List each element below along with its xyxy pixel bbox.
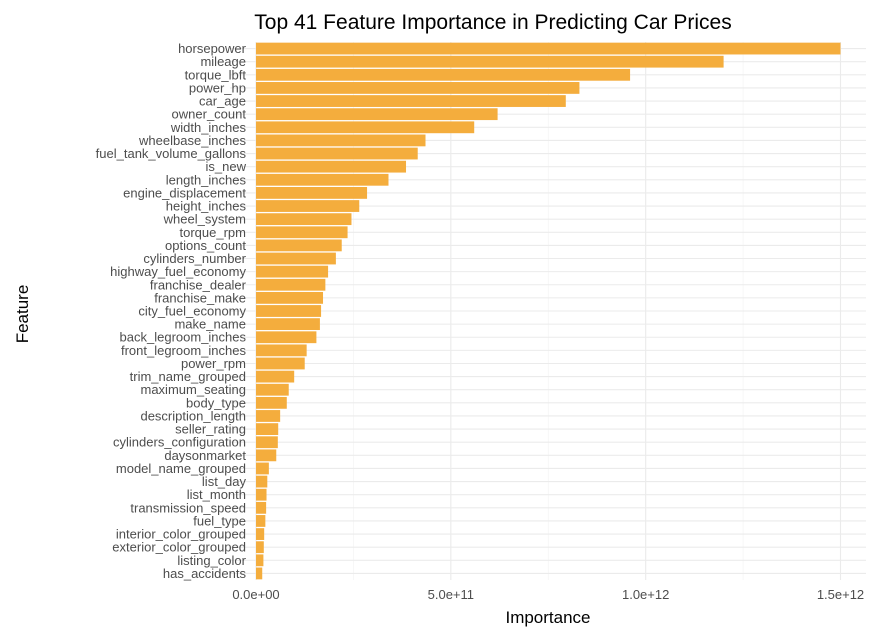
y-tick-label: interior_color_grouped	[116, 527, 246, 542]
bar	[256, 501, 267, 514]
y-tick-label: width_inches	[170, 120, 247, 135]
y-tick-label: power_rpm	[181, 356, 246, 371]
bar	[256, 55, 724, 68]
y-tick-label: daysonmarket	[164, 448, 246, 463]
bar	[256, 226, 348, 239]
y-tick-label: fuel_type	[193, 513, 246, 528]
y-tick-label: length_inches	[166, 172, 247, 187]
y-tick-label: back_legroom_inches	[120, 330, 247, 345]
y-tick-label: torque_lbft	[185, 67, 247, 82]
y-tick-label: franchise_make	[154, 290, 246, 305]
bar	[256, 567, 263, 580]
y-tick-label: seller_rating	[175, 422, 246, 437]
y-tick-label: fuel_tank_volume_gallons	[96, 146, 247, 161]
y-tick-label: transmission_speed	[130, 500, 246, 515]
bar	[256, 134, 426, 147]
y-tick-label: exterior_color_grouped	[112, 540, 246, 555]
y-tick-label: maximum_seating	[141, 382, 247, 397]
bar	[256, 108, 498, 121]
x-tick-label: 1.0e+12	[622, 587, 669, 602]
bar	[256, 68, 631, 81]
y-tick-labels: horsepowermileagetorque_lbftpower_hpcar_…	[96, 41, 247, 581]
bar	[256, 265, 329, 278]
bar	[256, 213, 352, 226]
y-tick-label: city_fuel_economy	[138, 304, 246, 319]
bar	[256, 95, 566, 107]
x-tick-label: 0.0e+00	[232, 587, 279, 602]
bar	[256, 383, 289, 396]
x-tick-label: 1.5e+12	[817, 587, 864, 602]
bar	[256, 42, 841, 55]
x-axis-title: Importance	[505, 608, 590, 627]
y-tick-label: description_length	[140, 408, 246, 423]
bar	[256, 370, 295, 383]
x-tick-labels: 0.0e+00 5.0e+11 1.0e+12 1.5e+12	[232, 587, 864, 602]
bar	[256, 462, 269, 475]
bar	[256, 239, 342, 252]
bar	[256, 528, 265, 540]
bar	[256, 475, 268, 488]
y-axis-title: Feature	[13, 285, 32, 344]
bar	[256, 410, 281, 422]
y-tick-label: wheelbase_inches	[138, 133, 246, 148]
y-tick-label: torque_rpm	[180, 225, 246, 240]
y-tick-label: list_day	[202, 474, 247, 489]
y-tick-label: is_new	[206, 159, 247, 174]
y-tick-label: front_legroom_inches	[121, 343, 247, 358]
y-tick-label: owner_count	[172, 107, 247, 122]
x-tick-label: 5.0e+11	[428, 587, 474, 602]
y-tick-label: cylinders_configuration	[113, 435, 246, 450]
y-tick-label: options_count	[165, 238, 246, 253]
bar	[256, 252, 336, 265]
bar	[256, 449, 277, 462]
bar	[256, 186, 368, 199]
bars	[256, 42, 841, 580]
bar	[256, 396, 287, 409]
bar	[256, 278, 326, 291]
y-tick-label: trim_name_grouped	[130, 369, 246, 384]
y-tick-label: cylinders_number	[143, 251, 246, 266]
y-tick-label: has_accidents	[163, 566, 247, 581]
bar	[256, 200, 360, 212]
bar	[256, 147, 418, 160]
bar	[256, 357, 305, 370]
bar	[256, 488, 267, 501]
bar	[256, 121, 475, 134]
bar	[256, 344, 307, 357]
y-tick-label: power_hp	[189, 80, 246, 95]
bar	[256, 173, 389, 186]
y-tick-label: wheel_system	[163, 212, 246, 227]
bar	[256, 541, 264, 554]
y-tick-label: franchise_dealer	[150, 277, 247, 292]
y-tick-label: mileage	[200, 54, 246, 69]
bar	[256, 305, 322, 317]
bar	[256, 160, 407, 173]
bar	[256, 82, 580, 94]
y-tick-label: engine_displacement	[123, 185, 246, 200]
y-tick-label: list_month	[187, 487, 246, 502]
bar	[256, 515, 266, 527]
bar	[256, 291, 324, 304]
y-tick-label: height_inches	[166, 199, 247, 214]
bar	[256, 436, 278, 449]
y-tick-label: car_age	[199, 94, 246, 109]
y-tick-label: make_name	[174, 317, 246, 332]
bar	[256, 423, 279, 436]
y-tick-label: highway_fuel_economy	[110, 264, 246, 279]
y-tick-label: model_name_grouped	[116, 461, 246, 476]
y-tick-label: horsepower	[178, 41, 247, 56]
bar	[256, 331, 317, 344]
chart-title: Top 41 Feature Importance in Predicting …	[254, 11, 731, 34]
bar	[256, 318, 320, 331]
bar	[256, 554, 264, 567]
y-tick-label: listing_color	[177, 553, 246, 568]
y-tick-label: body_type	[186, 395, 246, 410]
